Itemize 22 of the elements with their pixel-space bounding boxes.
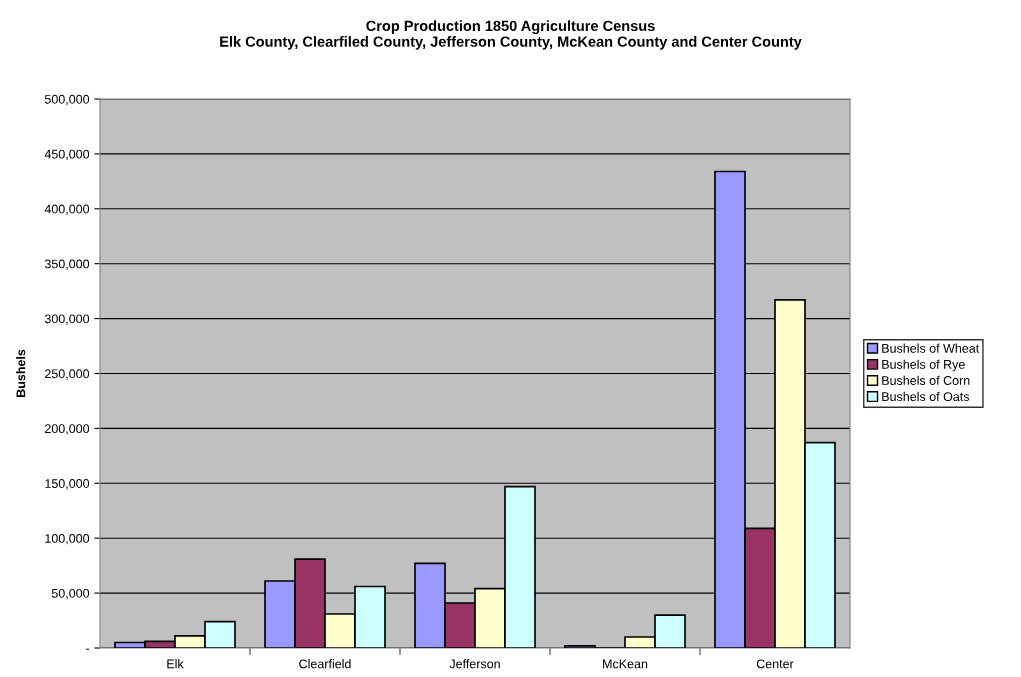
y-tick-label: 350,000 [44, 259, 90, 270]
legend-label: Bushels of Corn [882, 375, 970, 385]
y-tick-label: 150,000 [45, 479, 90, 490]
legend-label: Bushels of Rye [882, 359, 965, 372]
x-tick-label: Elk [167, 659, 184, 669]
y-tick-label: 450,000 [44, 149, 90, 161]
x-tick-label: Center [756, 659, 794, 669]
y-tick-label: - [85, 648, 90, 650]
y-tick-label: 250,000 [45, 369, 90, 380]
y-tick-label: 400,000 [44, 204, 90, 215]
y-tick-label: 500,000 [44, 94, 90, 106]
y-tick-label: 300,000 [44, 314, 90, 325]
y-tick-label: 50,000 [51, 588, 90, 600]
y-tick-label: 200,000 [45, 424, 90, 435]
x-tick-label: McKean [603, 659, 648, 669]
x-tick-label: Clearfield [299, 659, 351, 669]
legend-label: Bushels of Wheat [882, 343, 980, 353]
y-axis-title: Bushels [16, 349, 26, 397]
x-tick-label: Jefferson [449, 659, 500, 669]
y-tick-label: 100,000 [45, 534, 90, 545]
chart-title: Crop Production 1850 Agriculture Census Elk County, Clearfiled County, Jefferson County, McKean County and Center County [220, 20, 802, 50]
legend-label: Bushels of Oats [882, 391, 970, 402]
